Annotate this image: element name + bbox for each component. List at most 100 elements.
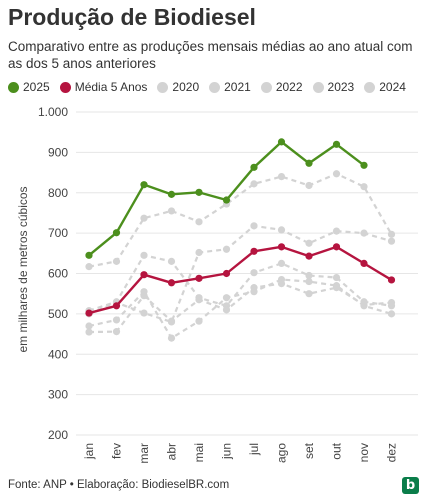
data-point[interactable] xyxy=(140,181,148,189)
data-point[interactable] xyxy=(387,230,396,238)
data-point[interactable] xyxy=(305,277,313,286)
biodieselbr-logo-icon[interactable]: b xyxy=(402,477,419,494)
y-tick-label: 500 xyxy=(48,307,68,321)
data-point[interactable] xyxy=(305,239,313,247)
x-tick-label-nov: nov xyxy=(357,443,371,462)
legend-item-média-5-anos[interactable]: Média 5 Anos xyxy=(59,80,147,94)
data-point[interactable] xyxy=(250,247,258,255)
data-point[interactable] xyxy=(112,316,121,324)
data-point[interactable] xyxy=(332,170,341,178)
data-point[interactable] xyxy=(140,309,148,317)
data-point[interactable] xyxy=(222,294,231,302)
legend-item-2023[interactable]: 2023 xyxy=(312,80,355,94)
data-point[interactable] xyxy=(360,161,368,169)
data-point[interactable] xyxy=(167,257,176,265)
data-point[interactable] xyxy=(305,252,313,260)
y-tick-label: 400 xyxy=(48,347,68,361)
data-point[interactable] xyxy=(250,284,258,292)
data-point[interactable] xyxy=(112,229,121,237)
data-point[interactable] xyxy=(277,226,286,234)
data-point[interactable] xyxy=(305,271,313,280)
data-point[interactable] xyxy=(85,309,93,317)
legend-item-2025[interactable]: 2025 xyxy=(8,80,50,94)
y-tick-label: 700 xyxy=(48,226,68,240)
data-point[interactable] xyxy=(305,290,313,298)
data-point[interactable] xyxy=(277,243,286,251)
data-point[interactable] xyxy=(85,251,93,259)
data-point[interactable] xyxy=(195,317,203,325)
chart-title: Produção de Biodiesel xyxy=(8,4,256,30)
data-point[interactable] xyxy=(85,328,93,336)
series-line xyxy=(88,282,392,334)
data-point[interactable] xyxy=(250,222,258,230)
data-point[interactable] xyxy=(140,271,148,279)
data-point[interactable] xyxy=(140,251,148,259)
y-tick-label: 300 xyxy=(48,388,68,402)
data-point[interactable] xyxy=(195,218,203,226)
data-point[interactable] xyxy=(167,279,176,287)
x-tick-label-jan: jan xyxy=(82,443,96,460)
data-point[interactable] xyxy=(112,328,121,336)
data-point[interactable] xyxy=(85,322,93,330)
legend-dot-icon xyxy=(157,81,169,93)
y-tick-label: 1.000 xyxy=(38,105,68,119)
data-point[interactable] xyxy=(387,298,396,307)
data-point[interactable] xyxy=(167,207,176,215)
data-point[interactable] xyxy=(85,263,93,271)
data-point[interactable] xyxy=(305,181,313,190)
data-point[interactable] xyxy=(250,269,258,277)
data-point[interactable] xyxy=(332,243,341,251)
legend-label: 2025 xyxy=(23,80,50,94)
data-point[interactable] xyxy=(277,138,286,146)
data-point[interactable] xyxy=(250,163,258,171)
legend-item-2022[interactable]: 2022 xyxy=(260,80,303,94)
data-point[interactable] xyxy=(332,227,341,235)
data-point[interactable] xyxy=(387,276,396,284)
data-point[interactable] xyxy=(195,296,203,304)
data-point[interactable] xyxy=(222,306,231,314)
data-point[interactable] xyxy=(222,269,231,278)
legend-item-2024[interactable]: 2024 xyxy=(364,80,406,94)
data-point[interactable] xyxy=(277,259,286,268)
data-point[interactable] xyxy=(222,245,231,253)
y-tick-label: 600 xyxy=(48,267,68,281)
data-point[interactable] xyxy=(332,140,341,148)
data-point[interactable] xyxy=(360,259,368,268)
data-point[interactable] xyxy=(360,183,368,191)
chart-subtitle: Comparativo entre as produções mensais m… xyxy=(8,39,413,71)
legend-item-2021[interactable]: 2021 xyxy=(209,80,251,94)
series-line xyxy=(88,254,392,312)
data-point[interactable] xyxy=(332,284,341,292)
data-point[interactable] xyxy=(277,279,286,288)
data-point[interactable] xyxy=(140,292,148,300)
data-point[interactable] xyxy=(140,214,148,222)
data-point[interactable] xyxy=(222,196,231,204)
legend-label: 2021 xyxy=(224,80,251,94)
y-axis-label: em milhares de metros cúbicos xyxy=(16,186,30,352)
data-point[interactable] xyxy=(360,229,368,237)
chart-legend: 2025 Média 5 Anos 2020 2021 2022 2023 2024 xyxy=(8,78,434,96)
data-point[interactable] xyxy=(167,318,176,326)
x-tick-label-abr: abr xyxy=(165,443,179,460)
data-point[interactable] xyxy=(277,173,286,181)
data-point[interactable] xyxy=(112,257,121,265)
data-point[interactable] xyxy=(305,159,313,167)
legend-label: 2020 xyxy=(172,80,200,94)
x-tick-label-jun: jun xyxy=(220,443,234,460)
data-point[interactable] xyxy=(387,237,396,245)
legend-item-2020[interactable]: 2020 xyxy=(157,80,199,94)
data-point[interactable] xyxy=(112,302,121,310)
grid-layer xyxy=(76,111,418,436)
data-point[interactable] xyxy=(387,310,396,318)
data-point[interactable] xyxy=(360,301,368,309)
data-point[interactable] xyxy=(195,188,203,196)
x-tick-label-set: set xyxy=(302,442,316,459)
data-point[interactable] xyxy=(195,248,203,257)
x-tick-label-mar: mar xyxy=(137,443,151,464)
legend-label: 2023 xyxy=(327,80,355,94)
data-point[interactable] xyxy=(250,180,258,188)
data-point[interactable] xyxy=(167,190,176,198)
data-point[interactable] xyxy=(167,334,176,342)
data-point[interactable] xyxy=(195,274,203,282)
data-point[interactable] xyxy=(332,273,341,282)
